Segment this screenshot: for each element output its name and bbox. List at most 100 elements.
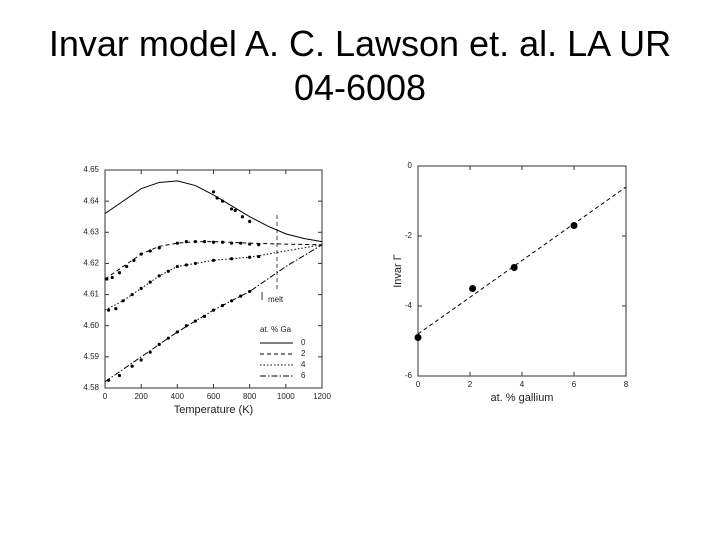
x-axis-label: at. % gallium — [491, 392, 554, 404]
data-point — [184, 324, 188, 328]
data-point — [148, 249, 152, 253]
data-point — [139, 358, 143, 362]
x-tick-label: 4 — [520, 380, 525, 389]
fit-line — [417, 186, 627, 335]
slide-title: Invar model A. C. Lawson et. al. LA UR 0… — [48, 23, 672, 108]
y-tick-label: -4 — [405, 301, 413, 310]
data-point — [105, 277, 109, 281]
data-point — [257, 254, 261, 259]
y-tick-label: 4.64 — [83, 196, 99, 205]
x-tick-label: 6 — [572, 380, 577, 389]
data-point — [202, 314, 207, 318]
data-point — [114, 306, 118, 311]
data-point — [248, 255, 252, 259]
data-point — [148, 280, 152, 284]
data-point — [240, 215, 245, 219]
y-tick-label: 4.58 — [83, 383, 99, 392]
data-point — [215, 196, 219, 200]
y-tick-label: 4.62 — [83, 259, 99, 268]
x-tick-label: 8 — [624, 380, 629, 389]
data-point — [257, 243, 261, 247]
plot-frame — [417, 165, 627, 377]
x-tick-label: 200 — [134, 392, 148, 401]
legend-label: 0 — [301, 338, 306, 347]
x-tick-label: 0 — [103, 392, 108, 401]
fit-curve — [104, 180, 323, 243]
data-point — [166, 269, 170, 273]
data-point — [175, 330, 179, 334]
x-tick-label: 2 — [468, 380, 473, 389]
data-point — [510, 264, 518, 271]
legend-label: 4 — [301, 360, 306, 369]
data-point — [157, 246, 161, 250]
data-point — [139, 252, 143, 256]
data-point — [233, 208, 237, 213]
data-point — [157, 274, 161, 278]
data-point — [132, 258, 136, 262]
data-point — [117, 271, 122, 275]
fit-curve — [104, 244, 323, 311]
y-tick-label: 4.65 — [83, 165, 99, 174]
data-point — [193, 319, 198, 323]
x-tick-label: 400 — [171, 392, 185, 401]
x-axis-label: Temperature (K) — [174, 404, 253, 416]
data-point — [121, 299, 125, 303]
data-point — [184, 240, 188, 244]
y-tick-label: 4.63 — [83, 227, 99, 236]
data-point — [220, 199, 225, 203]
y-tick-label: 4.59 — [83, 352, 99, 361]
y-axis-label: Invar Γ — [392, 254, 404, 288]
data-point — [139, 286, 143, 290]
data-point — [148, 350, 152, 354]
data-point — [107, 308, 111, 312]
y-tick-label: 0 — [408, 161, 413, 170]
data-point — [166, 336, 170, 340]
data-point — [107, 378, 111, 382]
data-point — [248, 219, 252, 223]
x-tick-label: 1200 — [313, 392, 331, 401]
y-tick-label: 4.61 — [83, 290, 99, 299]
data-point — [117, 373, 122, 378]
data-point — [130, 292, 134, 297]
data-point — [175, 241, 179, 245]
data-point — [570, 222, 578, 229]
data-point — [211, 258, 216, 262]
data-point — [229, 299, 234, 303]
data-point — [220, 240, 225, 244]
data-point — [248, 289, 252, 294]
data-point — [130, 364, 134, 368]
data-point — [229, 207, 234, 211]
data-point — [157, 342, 161, 346]
data-point — [239, 241, 243, 245]
data-point — [220, 303, 225, 308]
legend-label: 6 — [301, 371, 306, 380]
data-point — [202, 240, 207, 244]
data-point — [193, 261, 198, 266]
legend-label: 2 — [301, 349, 306, 358]
data-point — [239, 294, 243, 298]
data-point — [229, 257, 234, 261]
data-point — [229, 241, 234, 245]
annotation: melt — [268, 295, 284, 304]
y-tick-label: 4.60 — [83, 321, 99, 330]
x-tick-label: 1000 — [277, 392, 295, 401]
data-point — [248, 242, 252, 246]
data-point — [211, 308, 216, 312]
y-tick-label: -6 — [405, 371, 413, 380]
data-point — [211, 190, 216, 194]
legend-title: at. % Ga — [260, 325, 292, 334]
y-tick-label: -2 — [405, 231, 413, 240]
x-tick-label: 0 — [416, 380, 421, 389]
data-point — [125, 264, 129, 269]
data-point — [184, 263, 188, 267]
data-point — [110, 275, 114, 280]
data-point — [469, 285, 477, 292]
x-tick-label: 600 — [207, 392, 221, 401]
data-point — [414, 334, 422, 341]
data-point — [175, 264, 179, 269]
x-tick-label: 800 — [243, 392, 257, 401]
data-point — [193, 240, 198, 244]
legend-box — [255, 322, 318, 384]
